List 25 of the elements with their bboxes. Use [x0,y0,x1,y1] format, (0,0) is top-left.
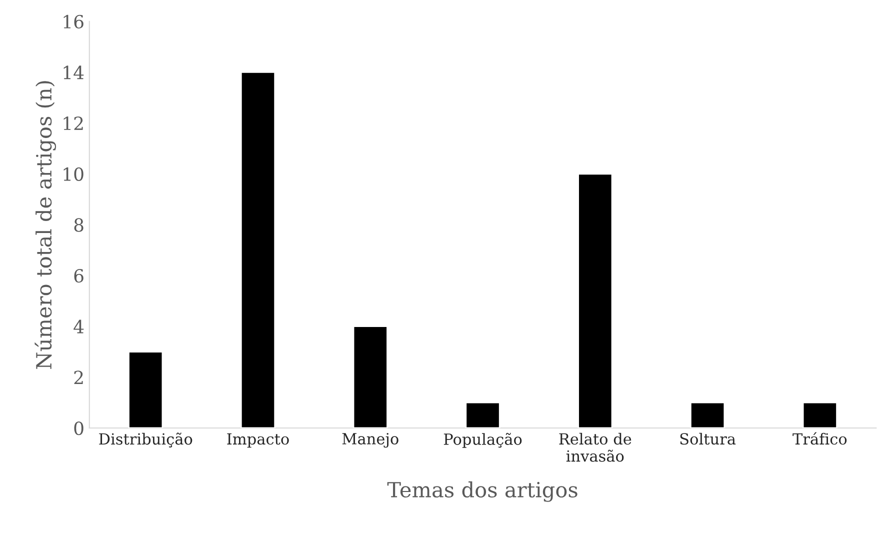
bar [465,402,500,428]
bar [128,351,164,428]
x-tick-label: Impacto [227,433,289,448]
bar [240,72,276,428]
x-tick-label: Tráfico [792,432,847,445]
y-tick-label: 8 [74,218,84,232]
y-tick-label: 2 [74,370,83,384]
y-tick-label: 12 [64,116,83,130]
bar [802,402,838,428]
y-tick-label: 4 [74,320,84,334]
y-axis-title: Número total de artigos (n) [34,81,56,369]
y-tick-label: 10 [64,167,84,181]
x-tick-label: Distribuição [99,432,192,448]
x-tick-label: Relato de invasão [559,432,632,462]
y-tick-label: 0 [74,421,84,436]
bar [690,402,726,428]
y-tick-label: 14 [64,66,84,80]
x-tick-label: Soltura [680,432,736,445]
bar [352,326,388,428]
bar [578,173,613,428]
x-tick-label: População [444,432,522,448]
y-tick-label: 6 [74,268,84,283]
x-axis-title: Temas dos artigos [387,481,578,502]
x-tick-label: Manejo [342,433,398,448]
y-tick-label: 16 [64,14,84,29]
